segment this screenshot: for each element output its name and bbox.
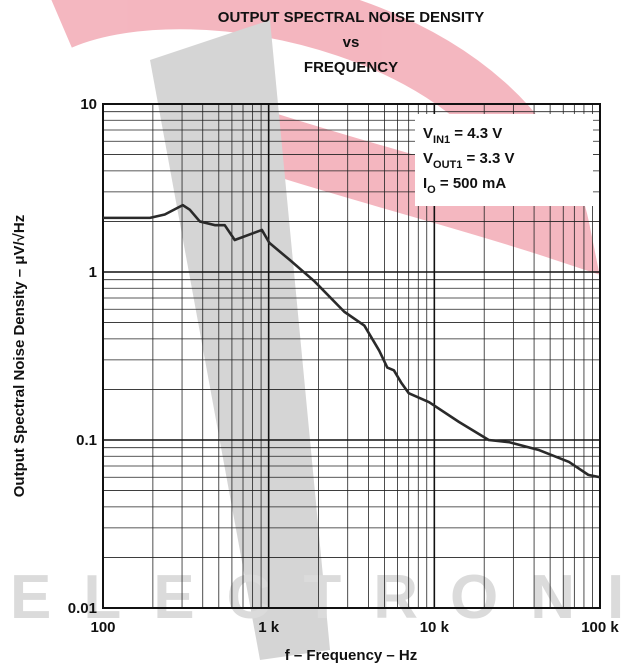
y-tick-label: 0.01: [68, 600, 97, 617]
x-tick-label: 100 k: [581, 619, 619, 636]
watermark: ELECTRONIC: [10, 0, 639, 660]
chart-title: OUTPUT SPECTRAL NOISE DENSITY: [218, 9, 484, 26]
chart-title: vs: [343, 34, 360, 51]
y-axis-label: Output Spectral Noise Density – μV/√Hz: [11, 215, 28, 497]
annotation-main: V: [423, 125, 433, 142]
chart: ELECTRONIC OUTPUT SPECTRAL NOISE DENSITY…: [0, 0, 639, 667]
page: ELECTRONIC OUTPUT SPECTRAL NOISE DENSITY…: [0, 0, 639, 667]
annotation-rest: = 4.3 V: [450, 125, 502, 142]
annotation-main: V: [423, 150, 433, 167]
y-tick-label: 10: [80, 96, 97, 113]
chart-title: FREQUENCY: [304, 59, 398, 76]
annotation-sub: IN1: [433, 134, 450, 146]
y-tick-label: 1: [89, 264, 97, 281]
y-tick-label: 0.1: [76, 432, 97, 449]
annotation-sub: OUT1: [433, 159, 462, 171]
annotation-rest: = 500 mA: [436, 175, 507, 192]
x-tick-label: 1 k: [258, 619, 280, 636]
x-tick-label: 10 k: [420, 619, 450, 636]
x-axis-label: f – Frequency – Hz: [285, 647, 418, 664]
x-tick-label: 100: [90, 619, 115, 636]
annotation-rest: = 3.3 V: [462, 150, 514, 167]
